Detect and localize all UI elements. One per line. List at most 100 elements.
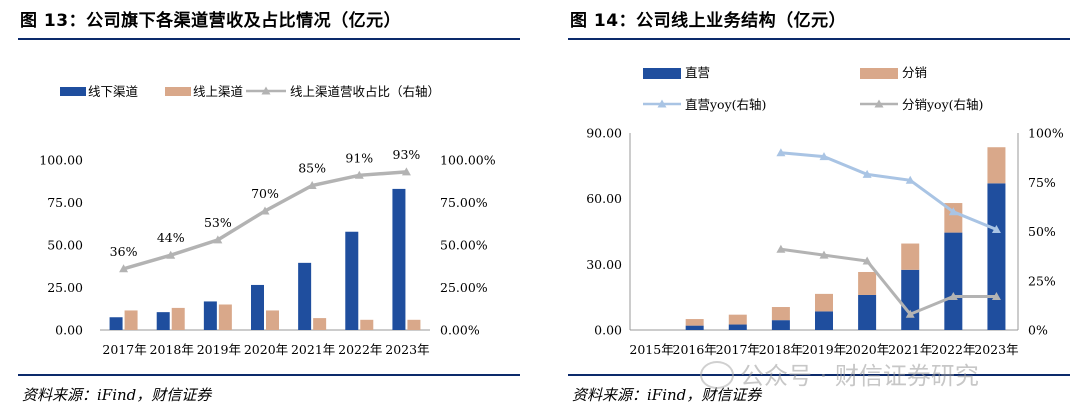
x-tick-label: 2015年 [629,342,673,357]
legend-label-2: 线上渠道营收占比（右轴） [290,84,440,99]
legend-marker-2 [261,86,271,95]
bar-direct [685,325,704,330]
bar-distribution [815,293,833,312]
bar-online [407,319,421,330]
watermark-text: 公众号 · 财信证券研究 [740,362,979,390]
bar-direct [728,324,747,330]
bar-direct [815,311,833,330]
x-tick-label: 2018年 [150,342,194,357]
bar-offline [203,301,217,330]
y2-tick-label: 50% [1028,224,1056,239]
point-label: 85% [298,161,326,176]
legend-label-1: 分销 [902,65,927,80]
line-direct-yoy-point [991,225,1001,234]
wechat-icon [700,361,734,389]
y-tick-label: 50.00 [47,238,83,253]
figure-13-bottom-rule [18,374,520,376]
bar-direct [771,320,790,330]
y-tick-label: 25.00 [47,280,83,295]
bar-online [266,310,279,330]
bar-offline [156,312,170,330]
y2-tick-label: 0.00% [440,323,480,338]
line-direct-yoy-point [948,207,958,216]
line-distribution-yoy [780,247,997,317]
y-tick-label: 0.00 [594,323,622,338]
x-tick-label: 2019年 [197,342,241,357]
point-label: 36% [110,244,138,259]
bar-distribution [858,271,877,295]
y-tick-label: 100.00 [39,153,83,168]
bar-direct [987,183,1006,330]
y2-tick-label: 75.00% [440,195,488,210]
legend-marker-2 [657,99,667,108]
line-direct-yoy-point [905,175,915,184]
bar-online [313,318,327,330]
y2-tick-label: 100.00% [440,153,496,168]
line-point [119,264,129,273]
bar-direct [858,294,877,330]
line-direct-yoy-point [776,148,786,157]
y2-tick-label: 50.00% [440,238,488,253]
legend-swatch-1 [860,68,898,79]
line-point [307,181,317,189]
y-tick-label: 30.00 [586,257,622,272]
legend-label-1: 线上渠道 [193,84,244,99]
bar-distribution [901,243,920,270]
legend-swatch-0 [60,87,86,96]
y-tick-label: 90.00 [586,126,622,141]
figure-14: 图 14：公司线上业务结构（亿元） 直营 分销直营yoy(右轴) 分销yoy(右轴)… [550,0,1080,420]
y-tick-label: 60.00 [586,191,622,206]
line-distribution-yoy-point [862,256,872,265]
legend-label-0: 直营 [685,65,710,80]
x-tick-label: 2017年 [716,342,760,357]
point-label: 44% [157,230,185,245]
x-tick-label: 2023年 [385,342,429,357]
legend-label-2: 直营yoy(右轴) [685,97,766,112]
line-distribution-yoy-point [905,309,915,318]
figure-13-top-rule [18,38,520,40]
y2-tick-label: 100% [1028,126,1064,141]
x-tick-label: 2021年 [291,342,335,357]
x-tick-label: 2020年 [244,342,288,357]
x-tick-label: 2019年 [802,342,846,357]
line-point [354,170,364,179]
figure-14-top-rule [568,38,1070,40]
y2-tick-label: 25.00% [440,280,488,295]
bar-offline [392,188,406,330]
legend-swatch-1 [165,87,191,96]
x-tick-label: 2017年 [102,342,146,357]
x-tick-label: 2016年 [673,342,717,357]
x-tick-label: 2022年 [338,342,382,357]
x-tick-label: 2020年 [845,342,889,357]
figure-13-source: 资料来源：iFind，财信证券 [22,386,212,404]
line-point [401,167,411,176]
bar-direct [901,269,920,330]
y2-tick-label: 75% [1028,175,1056,190]
legend-swatch-0 [643,68,681,79]
figure-13: 图 13：公司旗下各渠道营收及占比情况（亿元） 线下渠道 线上渠道 线上渠道营收占比… [0,0,530,420]
bar-offline [109,317,123,330]
line-distribution-yoy-point [948,292,958,301]
bar-distribution [728,314,747,325]
y-tick-label: 0.00 [55,323,83,338]
figure-14-source: 资料来源：iFind，财信证券 [572,386,762,404]
bar-distribution [944,203,963,233]
figure-13-title: 图 13：公司旗下各渠道营收及占比情况（亿元） [20,11,402,31]
y2-tick-label: 0% [1028,323,1048,338]
figure-14-bottom-rule [568,374,1070,376]
point-label: 91% [345,150,373,165]
bar-offline [345,231,359,330]
bar-offline [251,284,264,330]
legend-label-3: 分销yoy(右轴) [902,97,983,112]
line-direct-yoy-point [819,152,829,161]
line-direct-yoy [780,151,998,231]
figure-13-chart: 线下渠道 线上渠道 线上渠道营收占比（右轴） 0.00 25.00 50.00 75.00 1… [39,84,496,357]
line-distribution-yoy-point [776,244,786,253]
point-label: 70% [251,186,279,201]
figure-14-title: 图 14：公司线上业务结构（亿元） [570,11,847,31]
bar-offline [298,262,312,330]
x-tick-label: 2021年 [888,342,932,357]
bar-distribution [987,147,1006,184]
legend-marker-3 [874,99,884,108]
line-distribution-yoy-point [819,250,829,259]
